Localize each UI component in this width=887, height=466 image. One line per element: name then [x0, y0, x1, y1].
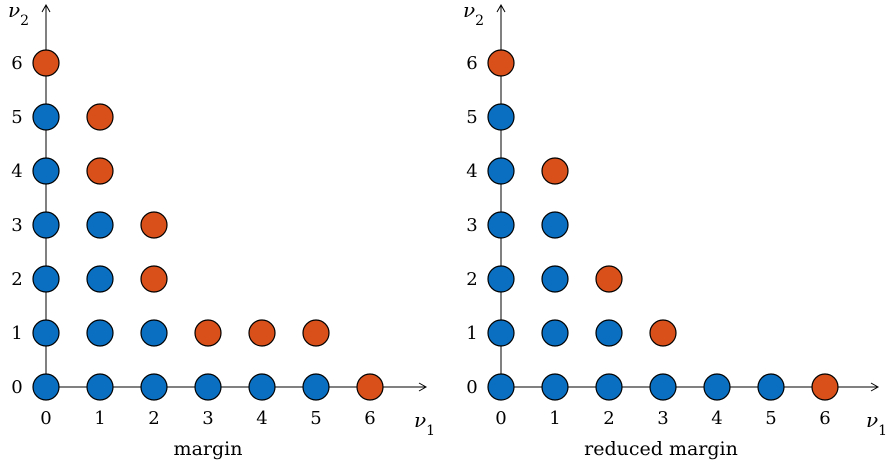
x-tick-label: 5 [310, 408, 321, 429]
interior-point [541, 373, 569, 401]
interior-point [140, 373, 168, 401]
boundary-point [248, 319, 276, 347]
x-tick-label: 5 [765, 408, 776, 429]
x-tick-label: 2 [603, 408, 614, 429]
x-tick-label: 4 [711, 408, 722, 429]
interior-point [32, 103, 60, 131]
x-tick-label: 0 [40, 408, 51, 429]
boundary-point [811, 373, 839, 401]
interior-point [487, 103, 515, 131]
lattice-points [32, 49, 384, 401]
panel-caption: margin [174, 438, 243, 460]
y-tick-label: 0 [11, 377, 22, 398]
y-tick-label: 4 [11, 161, 22, 182]
x-tick-labels: 0 1 2 3 4 5 6 [40, 408, 375, 429]
interior-point [541, 211, 569, 239]
x-tick-labels: 0 1 2 3 4 5 6 [495, 408, 830, 429]
interior-point [140, 319, 168, 347]
y-tick-label: 6 [11, 53, 22, 74]
x-tick-label: 1 [549, 408, 560, 429]
y-tick-label: 1 [11, 323, 22, 344]
y-tick-labels: 0 1 2 3 4 5 6 [466, 53, 477, 398]
interior-point [541, 265, 569, 293]
x-tick-label: 3 [657, 408, 668, 429]
interior-point [487, 373, 515, 401]
y-tick-label: 4 [466, 161, 477, 182]
lattice-points [487, 49, 839, 401]
interior-point [757, 373, 785, 401]
interior-point [487, 211, 515, 239]
interior-point [86, 319, 114, 347]
interior-point [32, 157, 60, 185]
interior-point [487, 157, 515, 185]
x-tick-label: 3 [202, 408, 213, 429]
interior-point [32, 211, 60, 239]
interior-point [541, 319, 569, 347]
x-tick-label: 6 [364, 408, 375, 429]
boundary-point [541, 157, 569, 185]
interior-point [302, 373, 330, 401]
panel-margin: 0 1 2 3 4 5 6 0 1 2 3 4 5 6 ν1 ν2 margin [8, 0, 435, 460]
x-tick-label: 6 [819, 408, 830, 429]
y-tick-label: 2 [11, 269, 22, 290]
x-axis-arrow [418, 382, 428, 392]
x-tick-label: 2 [148, 408, 159, 429]
y-tick-label: 3 [11, 215, 22, 236]
y-axis-arrow [496, 3, 506, 13]
interior-point [86, 265, 114, 293]
x-axis-arrow [870, 382, 880, 392]
interior-point [86, 211, 114, 239]
y-tick-label: 6 [466, 53, 477, 74]
y-tick-label: 3 [466, 215, 477, 236]
boundary-point [194, 319, 222, 347]
boundary-point [649, 319, 677, 347]
interior-point [248, 373, 276, 401]
boundary-point [140, 211, 168, 239]
boundary-point [595, 265, 623, 293]
y-axis-label: ν2 [463, 0, 484, 29]
boundary-point [32, 49, 60, 77]
interior-point [487, 265, 515, 293]
y-tick-label: 0 [466, 377, 477, 398]
boundary-point [302, 319, 330, 347]
interior-point [703, 373, 731, 401]
y-tick-labels: 0 1 2 3 4 5 6 [11, 53, 22, 398]
x-axis-label: ν1 [866, 408, 887, 439]
boundary-point [356, 373, 384, 401]
interior-point [487, 319, 515, 347]
interior-point [649, 373, 677, 401]
x-tick-label: 4 [256, 408, 267, 429]
y-tick-label: 5 [11, 107, 22, 128]
y-tick-label: 2 [466, 269, 477, 290]
y-axis-arrow [41, 3, 51, 13]
panel-caption: reduced margin [584, 438, 738, 460]
x-axis-label: ν1 [414, 408, 435, 439]
interior-point [86, 373, 114, 401]
interior-point [595, 319, 623, 347]
interior-point [32, 373, 60, 401]
boundary-point [140, 265, 168, 293]
boundary-point [487, 49, 515, 77]
y-tick-label: 5 [466, 107, 477, 128]
boundary-point [86, 157, 114, 185]
y-tick-label: 1 [466, 323, 477, 344]
interior-point [32, 319, 60, 347]
interior-point [595, 373, 623, 401]
x-tick-label: 1 [94, 408, 105, 429]
y-axis-label: ν2 [8, 0, 29, 29]
interior-point [194, 373, 222, 401]
x-tick-label: 0 [495, 408, 506, 429]
interior-point [32, 265, 60, 293]
panel-reduced-margin: 0 1 2 3 4 5 6 0 1 2 3 4 5 6 ν1 ν2 reduced margin [463, 0, 887, 460]
boundary-point [86, 103, 114, 131]
